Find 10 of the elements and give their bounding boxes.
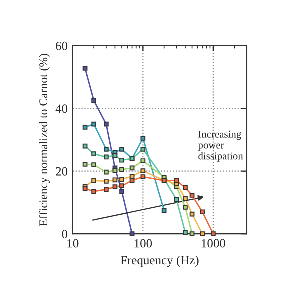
x-tick-label: 1000 xyxy=(202,239,226,248)
annotation: Increasing power dissipation xyxy=(198,130,244,162)
y-tick-label: 60 xyxy=(56,42,68,50)
x-axis-title: Frequency (Hz) xyxy=(120,256,199,268)
x-tick-label: 100 xyxy=(134,239,152,248)
y-tick-label: 0 xyxy=(62,230,68,239)
y-axis-title: Efficiency normalized to Carnot (%) xyxy=(39,54,50,226)
y-tick-label: 40 xyxy=(56,104,68,114)
y-tick-label: 20 xyxy=(56,167,68,176)
x-tick-label: 10 xyxy=(68,239,79,248)
